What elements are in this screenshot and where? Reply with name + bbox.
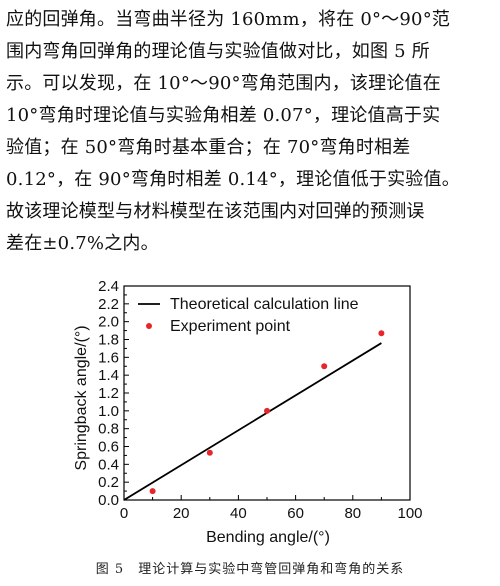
x-tick-label: 0 <box>120 505 128 522</box>
y-tick-label: 0.2 <box>98 474 119 491</box>
paragraph-line: 故该理论模型与材料模型在该范围内对回弹的预测误 <box>6 201 425 222</box>
y-tick-label: 0.8 <box>98 421 119 438</box>
theoretical-line <box>123 342 382 501</box>
x-tick-label: 80 <box>344 505 361 522</box>
y-tick-label: 1.4 <box>98 367 119 384</box>
y-tick-label: 0.6 <box>98 439 119 456</box>
body-paragraph: 应的回弹角。当弯曲半径为 160mm，将在 0°～90°范 围内弯角回弹角的理论… <box>6 4 496 260</box>
y-tick-label: 1.2 <box>98 385 119 402</box>
y-tick-label: 0.4 <box>98 456 119 473</box>
x-axis-title: Bending angle/(°) <box>206 529 330 546</box>
y-axis-title: Springback angle/(°) <box>73 325 90 470</box>
paragraph-line: 差在±0.7%之内。 <box>6 233 159 254</box>
x-tick-label: 20 <box>173 505 190 522</box>
paragraph-line: 应的回弹角。当弯曲半径为 160mm，将在 0°～90°范 <box>6 9 451 30</box>
y-tick-label: 0.0 <box>98 492 119 509</box>
experiment-point <box>378 330 385 337</box>
experiment-point <box>321 363 328 370</box>
y-tick-label: 2.0 <box>98 314 119 331</box>
y-tick-label: 1.0 <box>98 403 119 420</box>
experiment-point <box>264 407 270 414</box>
plot-area: 0.00.20.40.60.81.01.21.41.61.82.02.22.4 0… <box>98 278 422 522</box>
y-tick-label: 1.8 <box>98 332 119 349</box>
figure-caption: 图 5 理论计算与实验中弯管回弹角和弯角的关系 <box>95 562 405 577</box>
springback-chart: 0.00.20.40.60.81.01.21.41.61.82.02.22.4 0… <box>73 278 423 546</box>
legend-label: Theoretical calculation line <box>170 296 359 313</box>
y-tick-label: 2.4 <box>98 278 119 295</box>
x-tick-label: 40 <box>230 505 247 522</box>
paragraph-line: 验值；在 50°弯角时基本重合；在 70°弯角时相差 <box>6 137 411 158</box>
experiment-point <box>149 488 156 495</box>
legend-label: Experiment point <box>170 318 291 335</box>
experiment-point <box>206 449 213 456</box>
paragraph-line: 0.12°，在 90°弯角时相差 0.14°，理论值低于实验值。 <box>6 169 460 190</box>
x-tick-label: 60 <box>287 505 304 522</box>
y-tick-label: 2.2 <box>98 296 119 313</box>
y-tick-label: 1.6 <box>98 349 119 366</box>
paragraph-line: 示。可以发现，在 10°～90°弯角范围内，该理论值在 <box>6 73 441 94</box>
legend-point-swatch <box>146 323 152 329</box>
paragraph-line: 10°弯角时理论值与实验角相差 0.07°，理论值高于实 <box>6 105 441 126</box>
paragraph-line: 围内弯角回弹角的理论值与实验值做对比，如图 5 所 <box>6 41 430 62</box>
x-tick-label: 100 <box>397 505 422 522</box>
